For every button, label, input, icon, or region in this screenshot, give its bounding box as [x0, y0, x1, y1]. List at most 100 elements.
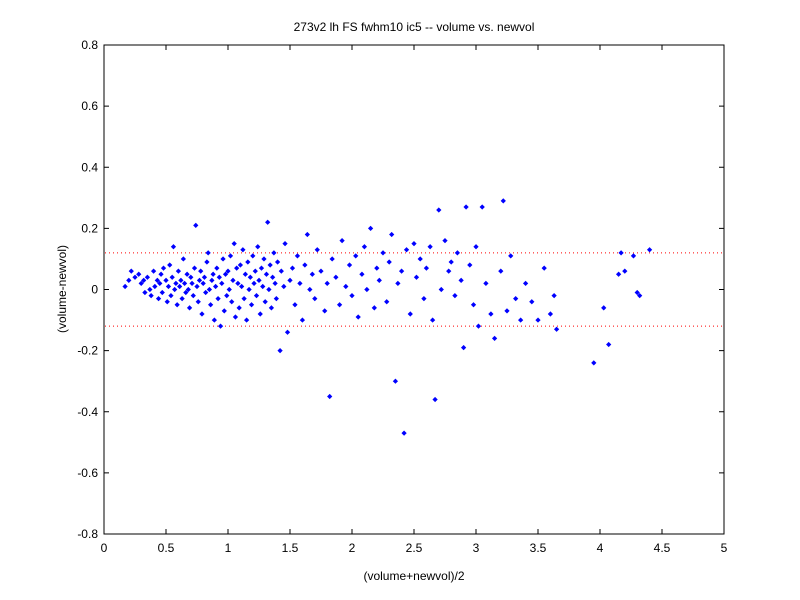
data-point	[191, 265, 198, 271]
data-point	[236, 305, 242, 311]
data-point	[380, 250, 386, 256]
data-point	[221, 308, 227, 314]
data-point	[637, 292, 643, 299]
y-tick-label: 0	[91, 283, 98, 297]
data-point	[479, 204, 485, 210]
data-point	[122, 283, 128, 290]
data-point	[204, 259, 210, 265]
data-point	[147, 286, 153, 293]
data-point	[215, 296, 221, 302]
data-point	[460, 344, 467, 351]
data-point	[216, 274, 222, 280]
data-point	[220, 256, 226, 262]
data-point	[473, 244, 479, 250]
data-point	[367, 225, 374, 231]
x-tick-label: 4.5	[654, 541, 671, 555]
data-point	[186, 305, 193, 311]
data-point	[297, 280, 303, 287]
data-point	[376, 277, 382, 283]
data-point	[152, 283, 158, 290]
data-point	[353, 253, 359, 259]
data-point	[371, 305, 377, 311]
data-point	[271, 250, 277, 256]
data-point	[312, 296, 318, 302]
data-point	[318, 268, 324, 274]
data-point	[417, 256, 423, 262]
y-tick-label: 0.4	[81, 160, 98, 174]
data-point	[547, 311, 554, 317]
data-point	[203, 289, 209, 296]
data-point	[287, 277, 293, 283]
data-point	[235, 280, 241, 287]
data-point	[463, 204, 469, 210]
data-point	[601, 305, 607, 311]
data-point	[224, 292, 230, 299]
data-point	[343, 283, 349, 290]
data-point	[292, 302, 298, 308]
data-point	[155, 296, 162, 302]
data-point	[181, 280, 188, 287]
data-point	[243, 317, 250, 323]
data-point	[261, 256, 267, 262]
x-tick-label: 4	[597, 541, 604, 555]
data-point	[217, 323, 224, 329]
data-point	[174, 302, 180, 308]
x-tick-label: 1	[225, 541, 232, 555]
data-point	[185, 286, 191, 293]
data-point	[289, 265, 296, 271]
data-point	[154, 277, 160, 283]
data-point	[446, 268, 452, 274]
data-point	[132, 274, 138, 280]
data-point	[239, 283, 245, 290]
data-point	[277, 348, 283, 354]
y-tick-label: -0.2	[77, 344, 98, 358]
data-point	[630, 253, 637, 259]
data-point	[253, 292, 260, 299]
data-point	[522, 280, 529, 287]
data-point	[467, 262, 473, 268]
data-point	[541, 265, 547, 271]
data-point	[436, 207, 442, 213]
data-point	[229, 299, 235, 305]
data-point	[246, 286, 252, 293]
y-tick-label: 0.2	[81, 221, 98, 235]
data-point	[159, 289, 165, 296]
data-point	[241, 296, 247, 302]
y-tick-label: -0.6	[77, 466, 98, 480]
data-point	[498, 268, 504, 274]
data-point	[403, 247, 410, 253]
data-point	[364, 286, 370, 293]
data-point	[188, 274, 194, 280]
data-point	[222, 271, 229, 277]
data-point	[355, 314, 361, 320]
data-point	[529, 299, 535, 305]
data-point	[245, 259, 251, 265]
data-point	[407, 311, 413, 317]
data-point	[189, 280, 195, 287]
data-point	[470, 302, 477, 308]
data-point	[163, 277, 169, 283]
data-point	[206, 286, 213, 293]
data-point	[339, 237, 345, 244]
data-point	[141, 277, 147, 283]
data-point	[634, 289, 640, 296]
data-point	[214, 265, 220, 271]
data-point	[126, 277, 132, 283]
x-tick-label: 2.5	[406, 541, 423, 555]
data-point	[504, 308, 510, 314]
data-point	[267, 262, 273, 268]
data-point	[646, 247, 653, 253]
data-point	[250, 253, 256, 259]
data-point	[309, 271, 315, 277]
y-tick-label: 0.6	[81, 99, 98, 113]
data-point	[442, 237, 448, 244]
data-point	[299, 317, 306, 323]
data-point	[256, 277, 262, 283]
data-point	[251, 280, 257, 287]
reference-lines	[105, 252, 723, 327]
data-point	[227, 253, 234, 259]
data-point	[500, 198, 506, 204]
data-point	[260, 283, 266, 290]
data-point	[333, 274, 339, 280]
data-point	[128, 268, 134, 274]
